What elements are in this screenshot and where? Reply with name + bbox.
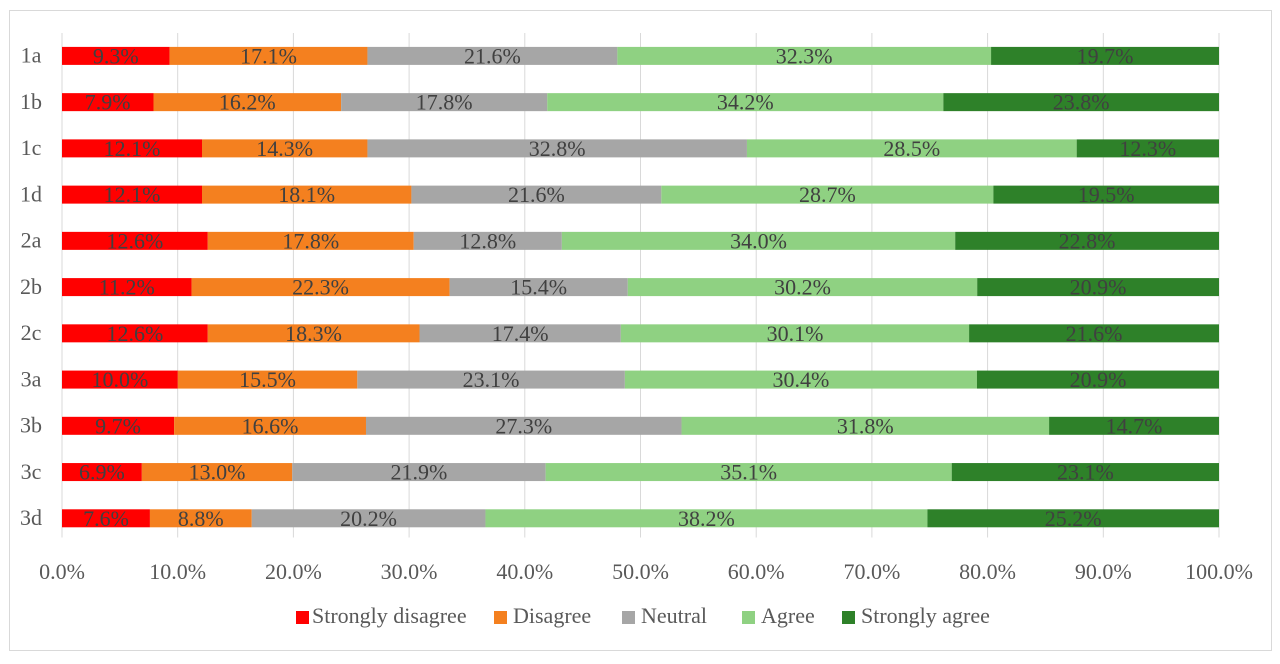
svg-text:22.8%: 22.8% xyxy=(1059,228,1116,253)
svg-text:15.5%: 15.5% xyxy=(239,367,296,392)
svg-text:Agree: Agree xyxy=(761,603,815,628)
svg-text:Strongly disagree: Strongly disagree xyxy=(312,603,467,628)
svg-text:6.9%: 6.9% xyxy=(79,460,125,485)
svg-text:32.8%: 32.8% xyxy=(529,136,586,161)
svg-text:20.9%: 20.9% xyxy=(1070,367,1127,392)
svg-text:Strongly agree: Strongly agree xyxy=(861,603,990,628)
svg-text:90.0%: 90.0% xyxy=(1075,559,1132,584)
svg-text:3c: 3c xyxy=(21,459,42,484)
svg-text:23.1%: 23.1% xyxy=(463,367,520,392)
svg-text:10.0%: 10.0% xyxy=(149,559,206,584)
svg-text:23.8%: 23.8% xyxy=(1053,90,1110,115)
svg-text:7.6%: 7.6% xyxy=(83,506,129,531)
svg-text:19.5%: 19.5% xyxy=(1078,182,1135,207)
svg-text:31.8%: 31.8% xyxy=(837,413,894,438)
svg-text:10.0%: 10.0% xyxy=(91,367,148,392)
svg-text:9.7%: 9.7% xyxy=(95,413,141,438)
svg-text:7.9%: 7.9% xyxy=(85,90,131,115)
svg-text:20.0%: 20.0% xyxy=(265,559,322,584)
svg-text:34.0%: 34.0% xyxy=(730,228,787,253)
svg-text:14.7%: 14.7% xyxy=(1106,413,1163,438)
svg-text:1d: 1d xyxy=(20,181,42,206)
svg-text:18.3%: 18.3% xyxy=(285,321,342,346)
svg-text:21.6%: 21.6% xyxy=(464,43,521,68)
svg-text:30.0%: 30.0% xyxy=(381,559,438,584)
svg-text:100.0%: 100.0% xyxy=(1185,559,1253,584)
svg-text:80.0%: 80.0% xyxy=(959,559,1016,584)
svg-text:12.1%: 12.1% xyxy=(104,136,161,161)
svg-text:21.6%: 21.6% xyxy=(1066,321,1123,346)
svg-text:12.1%: 12.1% xyxy=(104,182,161,207)
svg-text:15.4%: 15.4% xyxy=(510,275,567,300)
svg-text:Neutral: Neutral xyxy=(641,603,707,628)
svg-text:Disagree: Disagree xyxy=(513,603,591,628)
svg-text:30.2%: 30.2% xyxy=(774,275,831,300)
svg-text:2b: 2b xyxy=(20,274,42,299)
svg-text:28.5%: 28.5% xyxy=(883,136,940,161)
svg-text:18.1%: 18.1% xyxy=(278,182,335,207)
svg-text:16.6%: 16.6% xyxy=(242,413,299,438)
svg-text:70.0%: 70.0% xyxy=(843,559,900,584)
svg-text:8.8%: 8.8% xyxy=(178,506,224,531)
svg-text:17.8%: 17.8% xyxy=(416,90,473,115)
svg-text:1a: 1a xyxy=(21,43,42,68)
svg-text:3d: 3d xyxy=(20,505,42,530)
svg-text:17.8%: 17.8% xyxy=(282,228,339,253)
svg-text:38.2%: 38.2% xyxy=(678,506,735,531)
svg-text:0.0%: 0.0% xyxy=(39,559,85,584)
svg-text:14.3%: 14.3% xyxy=(256,136,313,161)
svg-text:20.9%: 20.9% xyxy=(1070,275,1127,300)
svg-text:23.1%: 23.1% xyxy=(1057,460,1114,485)
svg-text:2c: 2c xyxy=(21,320,42,345)
svg-text:1c: 1c xyxy=(21,135,42,160)
svg-text:21.6%: 21.6% xyxy=(508,182,565,207)
svg-text:40.0%: 40.0% xyxy=(496,559,553,584)
svg-text:11.2%: 11.2% xyxy=(99,275,155,300)
svg-text:60.0%: 60.0% xyxy=(728,559,785,584)
svg-text:50.0%: 50.0% xyxy=(612,559,669,584)
svg-text:12.3%: 12.3% xyxy=(1119,136,1176,161)
svg-text:3b: 3b xyxy=(20,413,42,438)
svg-text:12.6%: 12.6% xyxy=(106,228,163,253)
svg-text:12.6%: 12.6% xyxy=(106,321,163,346)
svg-text:34.2%: 34.2% xyxy=(717,90,774,115)
svg-text:17.4%: 17.4% xyxy=(492,321,549,346)
svg-text:35.1%: 35.1% xyxy=(720,460,777,485)
svg-text:28.7%: 28.7% xyxy=(799,182,856,207)
svg-text:16.2%: 16.2% xyxy=(219,90,276,115)
svg-text:13.0%: 13.0% xyxy=(189,460,246,485)
svg-text:25.2%: 25.2% xyxy=(1045,506,1102,531)
svg-text:30.4%: 30.4% xyxy=(772,367,829,392)
svg-text:1b: 1b xyxy=(20,89,42,114)
svg-text:27.3%: 27.3% xyxy=(495,413,552,438)
svg-text:21.9%: 21.9% xyxy=(390,460,447,485)
svg-text:17.1%: 17.1% xyxy=(240,43,297,68)
svg-text:2a: 2a xyxy=(21,228,42,253)
svg-text:3a: 3a xyxy=(21,366,42,391)
svg-text:32.3%: 32.3% xyxy=(776,43,833,68)
svg-text:22.3%: 22.3% xyxy=(292,275,349,300)
svg-text:30.1%: 30.1% xyxy=(767,321,824,346)
svg-text:9.3%: 9.3% xyxy=(93,43,139,68)
svg-text:12.8%: 12.8% xyxy=(459,228,516,253)
svg-text:20.2%: 20.2% xyxy=(340,506,397,531)
svg-text:19.7%: 19.7% xyxy=(1077,43,1134,68)
